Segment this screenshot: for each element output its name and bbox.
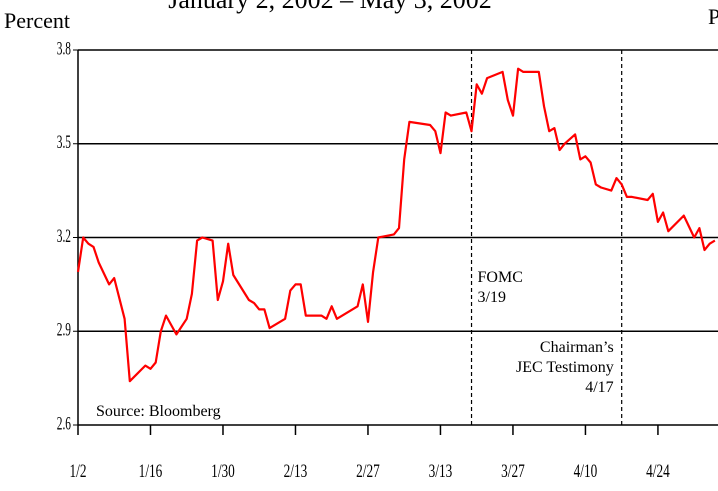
- data-line: [76, 67, 716, 383]
- y-tick-label: 3.5: [57, 132, 71, 153]
- y-tick-label: 3.8: [57, 39, 71, 60]
- x-tick-label: 3/27: [501, 460, 525, 482]
- x-tick-label: 2/27: [356, 460, 380, 482]
- y-axis-label: Percent: [4, 8, 70, 33]
- chart-title: January 2, 2002 – May 3, 2002: [168, 0, 492, 14]
- y-tick-label: 2.9: [57, 320, 71, 341]
- event-label: Chairman’s: [540, 339, 614, 356]
- x-tick-label: 4/10: [574, 460, 598, 482]
- x-tick-label: 4/24: [646, 460, 670, 482]
- source-note: Source: Bloomberg: [96, 403, 221, 420]
- event-label: 3/19: [478, 289, 506, 306]
- x-tick-label: 3/13: [429, 460, 453, 482]
- x-tick-label: 1/16: [139, 460, 163, 482]
- y-tick-label: 3.2: [57, 226, 71, 247]
- event-label: JEC Testimony: [516, 359, 614, 376]
- x-tick-label: 2/13: [284, 460, 308, 482]
- y2-axis-label: Percent: [708, 4, 718, 29]
- x-tick-label: 1/30: [211, 460, 235, 482]
- event-label: 4/17: [585, 379, 613, 396]
- y-tick-label: 2.6: [57, 414, 71, 435]
- x-tick-label: 1/2: [70, 460, 87, 482]
- event-label: FOMC: [478, 269, 523, 286]
